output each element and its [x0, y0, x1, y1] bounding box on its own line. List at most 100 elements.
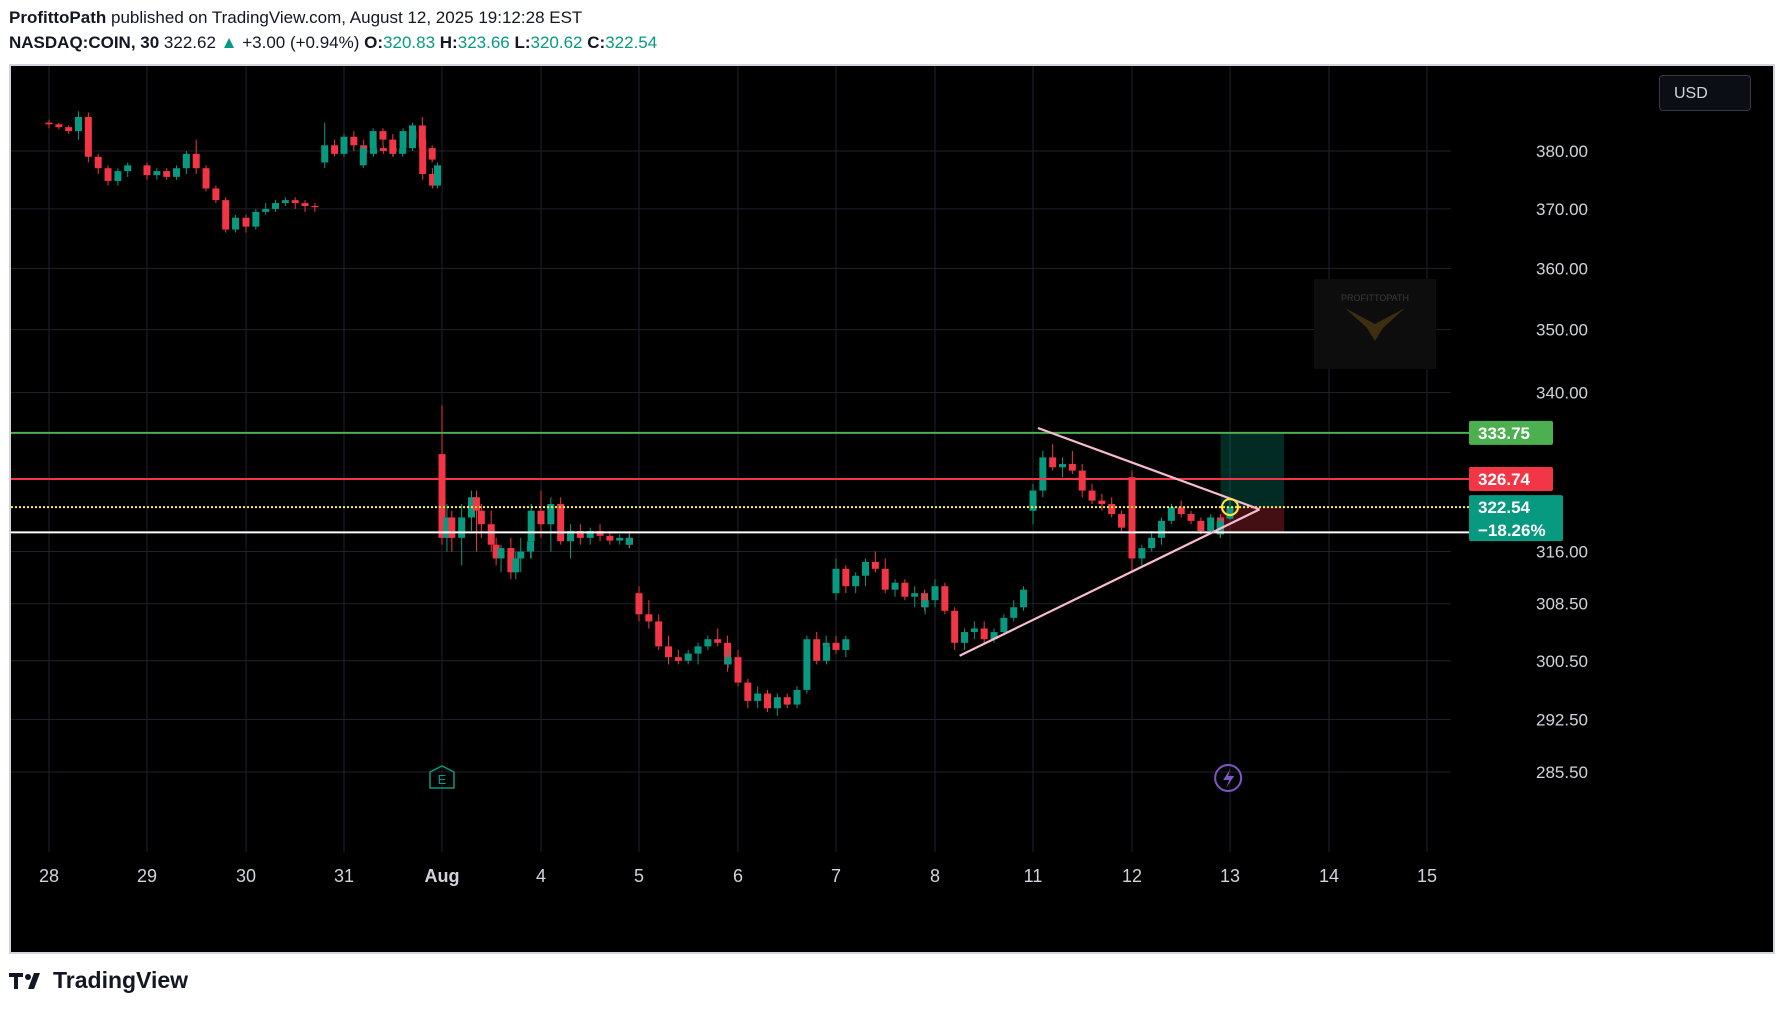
candle	[970, 621, 978, 640]
candle-body	[173, 168, 181, 177]
candle	[65, 125, 73, 134]
candle	[754, 686, 762, 709]
x-tick-label: 4	[536, 866, 546, 886]
candle	[961, 628, 969, 650]
candle-body	[1226, 507, 1234, 519]
candle-body	[832, 568, 840, 594]
candle	[472, 490, 480, 552]
candle	[321, 122, 329, 169]
price-tag-value: 333.75	[1478, 424, 1530, 443]
y-tick-label: 292.50	[1536, 710, 1588, 729]
candle-body	[576, 531, 584, 538]
last-price-price-tag: 322.54 −18.26%	[1469, 495, 1563, 542]
candle-body	[970, 628, 978, 633]
candle-body	[823, 646, 831, 661]
close-value: 322.54	[605, 33, 658, 52]
candle	[192, 139, 200, 174]
candle-body	[443, 517, 451, 538]
candle	[443, 503, 451, 552]
candle-body	[472, 497, 480, 511]
y-tick-label: 308.50	[1536, 595, 1588, 614]
low-label: L:	[514, 33, 531, 52]
candle	[1118, 510, 1126, 532]
chart-frame[interactable]: PROFITTOPATH E 380.00 370.00 360.00 350.00 340…	[9, 64, 1775, 954]
x-tick-label: 7	[831, 866, 841, 886]
candle	[291, 197, 299, 209]
candle-body	[1128, 477, 1136, 559]
candle	[252, 208, 260, 230]
candle	[272, 200, 280, 212]
candle-body	[684, 653, 692, 661]
price-chart[interactable]: PROFITTOPATH E 380.00 370.00 360.00 350.00 340…	[11, 66, 1773, 952]
candle	[1158, 517, 1166, 545]
candle	[567, 524, 575, 559]
candle-body	[429, 173, 437, 186]
candle-body	[547, 503, 555, 525]
candle-body	[84, 116, 92, 157]
candle	[852, 572, 860, 594]
candle-body	[724, 657, 732, 665]
candle-body	[242, 217, 250, 227]
candle	[428, 145, 436, 163]
earnings-badge	[429, 765, 455, 789]
earnings-label: E	[438, 772, 447, 787]
candle-body	[370, 148, 378, 154]
candle	[901, 579, 909, 601]
currency-button[interactable]: USD	[1659, 75, 1751, 111]
y-tick-label: 380.00	[1536, 142, 1588, 161]
x-tick-label: 13	[1220, 866, 1240, 886]
candle-body	[1000, 617, 1008, 633]
x-tick-label: Aug	[425, 866, 460, 886]
candle-body	[941, 586, 949, 611]
low-value: 320.62	[530, 33, 583, 52]
candle-body	[625, 537, 633, 545]
candle-body	[1098, 500, 1106, 504]
candles	[45, 111, 1234, 716]
candle-body	[192, 153, 200, 169]
candle-body	[1059, 463, 1067, 468]
candle-body	[492, 544, 500, 559]
candle	[512, 551, 520, 580]
candle	[143, 162, 151, 180]
lightning-icon	[1214, 764, 1243, 792]
candle-body	[1078, 470, 1086, 491]
candle	[881, 558, 889, 594]
candle-body	[340, 136, 348, 154]
candle	[262, 203, 270, 215]
candle	[764, 689, 772, 712]
candle-body	[389, 139, 397, 154]
candle	[803, 635, 811, 694]
candle-body	[714, 639, 722, 643]
x-tick-label: 29	[137, 866, 157, 886]
candle	[153, 168, 161, 180]
resistance-price-tag: 326.74	[1469, 466, 1553, 491]
candle-body	[1207, 517, 1215, 532]
candle-body	[1088, 490, 1096, 501]
price-tag-bg	[1469, 466, 1553, 491]
candle-body	[951, 610, 959, 643]
x-tick-label: 30	[236, 866, 256, 886]
candle	[734, 649, 742, 687]
x-tick-label: 8	[930, 866, 940, 886]
candle-body	[616, 537, 624, 541]
candle	[980, 621, 988, 643]
candle-body	[379, 131, 387, 140]
x-tick-label: 12	[1122, 866, 1142, 886]
y-tick-label: 316.00	[1536, 543, 1588, 562]
candle	[124, 162, 132, 177]
candle	[832, 635, 840, 654]
candle	[55, 122, 63, 130]
candle	[1177, 500, 1185, 518]
tradingview-logo-icon	[9, 973, 40, 989]
candle-body	[1039, 457, 1047, 491]
candle-body	[321, 145, 329, 163]
candle-body	[448, 517, 456, 538]
candle-body	[1118, 514, 1126, 528]
candle-body	[773, 697, 781, 709]
candle	[497, 544, 505, 573]
candle-body	[75, 116, 83, 132]
candle-body	[1167, 507, 1175, 521]
y-axis: 380.00 370.00 360.00 350.00 340.00 316.00 308.…	[1536, 142, 1588, 782]
candle-body	[871, 561, 879, 569]
eagle-icon	[1345, 308, 1405, 341]
